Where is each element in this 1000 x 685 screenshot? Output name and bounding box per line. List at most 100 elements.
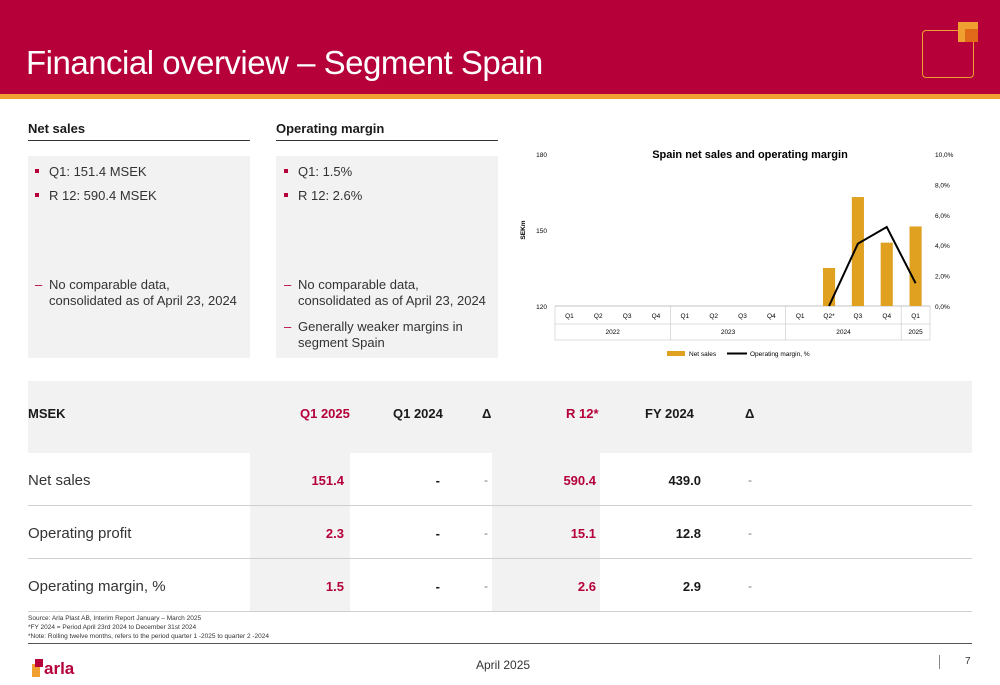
logo-text: arla: [44, 659, 75, 678]
table-header-msek: MSEK: [28, 406, 66, 421]
group-label: 2023: [721, 329, 736, 336]
y2-tick-label: 0,0%: [935, 304, 950, 311]
y2-tick-label: 4,0%: [935, 243, 950, 250]
x-tick-label: Q3: [623, 313, 632, 320]
x-tick-label: Q1: [680, 313, 689, 320]
source-notes: Source: Arla Plast AB, Interim Report Ja…: [28, 614, 269, 641]
net-sales-divider: [28, 140, 250, 141]
y2-tick-label: 8,0%: [935, 182, 950, 189]
cell-fy2024: 2.9: [682, 579, 701, 594]
table-row-divider: [28, 611, 972, 612]
x-tick-label: Q4: [652, 313, 661, 320]
page-title: Financial overview – Segment Spain: [26, 44, 543, 81]
y-axis-label: SEKm: [520, 220, 527, 239]
operating-margin-note: – Generally weaker margins in segment Spa…: [284, 319, 494, 351]
net-sales-panel: [28, 156, 250, 358]
x-tick-label: Q2*: [823, 313, 835, 320]
cell-fy2024: 439.0: [668, 473, 701, 488]
x-tick-label: Q3: [738, 313, 747, 320]
x-tick-label: Q4: [767, 313, 776, 320]
table-header-r12: R 12*: [566, 406, 599, 421]
cell-q1-2025: 2.3: [325, 526, 344, 541]
cell-delta-1: -: [484, 579, 488, 593]
corner-logo-inner-square-icon: [965, 29, 978, 42]
y2-tick-label: 6,0%: [935, 213, 950, 220]
footer-divider: [28, 643, 972, 644]
operating-margin-bullet: R 12: 2.6%: [284, 188, 363, 203]
bar-net-sales: [909, 226, 922, 306]
footer-date: April 2025: [476, 658, 531, 672]
note-text: No comparable data, consolidated as of A…: [298, 277, 486, 308]
spain-chart: Spain net sales and operating margin SEKm…: [520, 149, 954, 358]
cell-delta-2: -: [748, 473, 752, 487]
bullet-text: R 12: 590.4 MSEK: [49, 188, 157, 203]
cell-delta-1: -: [484, 473, 488, 487]
x-tick-label: Q2: [594, 313, 603, 320]
x-tick-label: Q1: [911, 313, 920, 320]
bullet-square-icon: [284, 169, 288, 173]
net-sales-note: – No comparable data, consolidated as of …: [35, 277, 245, 309]
cell-delta-2: -: [748, 579, 752, 593]
cell-fy2024: 12.8: [675, 526, 701, 541]
table-header-q1-2025: Q1 2025: [300, 406, 350, 421]
dash-icon: –: [284, 319, 292, 334]
table-shade-q1-2025: [250, 453, 350, 611]
group-label: 2022: [605, 329, 620, 336]
cell-delta-1: -: [484, 526, 488, 540]
x-tick-label: Q1: [565, 313, 574, 320]
bullet-square-icon: [35, 169, 39, 173]
legend-label-operating-margin: Operating margin, %: [750, 351, 810, 358]
bullet-text: Q1: 151.4 MSEK: [49, 164, 147, 179]
y-tick-label: 150: [536, 228, 547, 235]
operating-margin-note: – No comparable data, consolidated as of …: [284, 277, 494, 309]
bullet-text: Q1: 1.5%: [298, 164, 353, 179]
bar-net-sales: [822, 268, 836, 306]
corner-logo-frame: [922, 30, 974, 78]
bar-net-sales: [851, 197, 864, 306]
note-text: Generally weaker margins in segment Spai…: [298, 319, 463, 350]
legend-label-net-sales: Net sales: [689, 351, 717, 358]
legend-swatch-net-sales: [667, 351, 685, 356]
table-shade-r12: [492, 453, 600, 611]
header-stripe: [0, 94, 1000, 99]
dash-icon: –: [284, 277, 292, 292]
dash-icon: –: [35, 277, 43, 292]
note-line: Source: Arla Plast AB, Interim Report Ja…: [28, 615, 202, 622]
y-tick-label: 120: [536, 304, 547, 311]
table-header-delta-2: Δ: [745, 406, 755, 421]
operating-margin-panel: [276, 156, 498, 358]
x-tick-label: Q2: [709, 313, 718, 320]
table-row-label: Operating margin, %: [28, 578, 166, 595]
group-label: 2025: [908, 329, 923, 336]
y2-tick-label: 10,0%: [935, 152, 954, 159]
bar-net-sales: [880, 242, 893, 306]
arla-logo: arla: [32, 659, 75, 678]
x-tick-label: Q1: [796, 313, 805, 320]
cell-q1-2024: -: [435, 473, 440, 488]
y2-tick-label: 2,0%: [935, 274, 950, 281]
operating-margin-bullet: Q1: 1.5%: [284, 164, 353, 179]
bullet-text: R 12: 2.6%: [298, 188, 363, 203]
page-number: 7: [965, 656, 971, 667]
cell-r12: 590.4: [563, 473, 596, 488]
cell-q1-2025: 1.5: [325, 579, 344, 594]
x-tick-label: Q4: [882, 313, 891, 320]
cell-q1-2025: 151.4: [311, 473, 344, 488]
bullet-square-icon: [284, 193, 288, 197]
table-header-fy2024: FY 2024: [645, 406, 694, 421]
group-label: 2024: [836, 329, 851, 336]
note-line: *FY 2024 = Period April 23rd 2024 to Dec…: [28, 624, 197, 631]
cell-q1-2024: -: [435, 526, 440, 541]
bullet-square-icon: [35, 193, 39, 197]
table-row-label: Operating profit: [28, 525, 132, 542]
note-text: No comparable data, consolidated as of A…: [49, 277, 237, 308]
chart-title: Spain net sales and operating margin: [652, 149, 848, 161]
cell-delta-2: -: [748, 526, 752, 540]
operating-margin-heading: Operating margin: [276, 121, 385, 136]
operating-margin-divider: [276, 140, 498, 141]
footer-separator: [939, 655, 940, 669]
table-row-divider: [28, 558, 972, 559]
x-tick-label: Q3: [854, 313, 863, 320]
table-header-band: [28, 381, 972, 453]
cell-r12: 2.6: [577, 579, 596, 594]
